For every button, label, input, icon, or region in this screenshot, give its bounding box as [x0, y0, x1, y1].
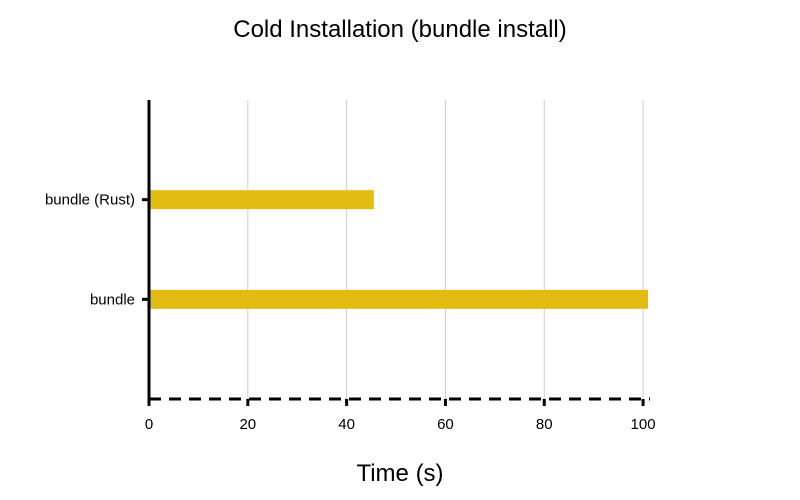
y-tick-label: bundle (Rust) — [45, 192, 135, 209]
grid-lines — [247, 100, 644, 399]
x-tick-labels: 0 20 40 60 80 100 — [145, 399, 656, 433]
bars — [149, 190, 648, 309]
x-tick-label: 80 — [536, 416, 553, 433]
x-tick-label: 20 — [239, 416, 256, 433]
x-tick-label: 40 — [338, 416, 355, 433]
x-axis-label: Time (s) — [356, 460, 443, 487]
chart-title: Cold Installation (bundle install) — [233, 16, 567, 43]
y-tick-labels: bundle (Rust) bundle — [45, 192, 149, 308]
bar — [149, 289, 648, 309]
x-tick-label: 60 — [437, 416, 454, 433]
x-tick-label: 100 — [631, 416, 656, 433]
bar — [149, 190, 374, 210]
x-tick-label: 0 — [145, 416, 153, 433]
y-tick-label: bundle — [90, 291, 135, 308]
axes — [147, 100, 650, 401]
